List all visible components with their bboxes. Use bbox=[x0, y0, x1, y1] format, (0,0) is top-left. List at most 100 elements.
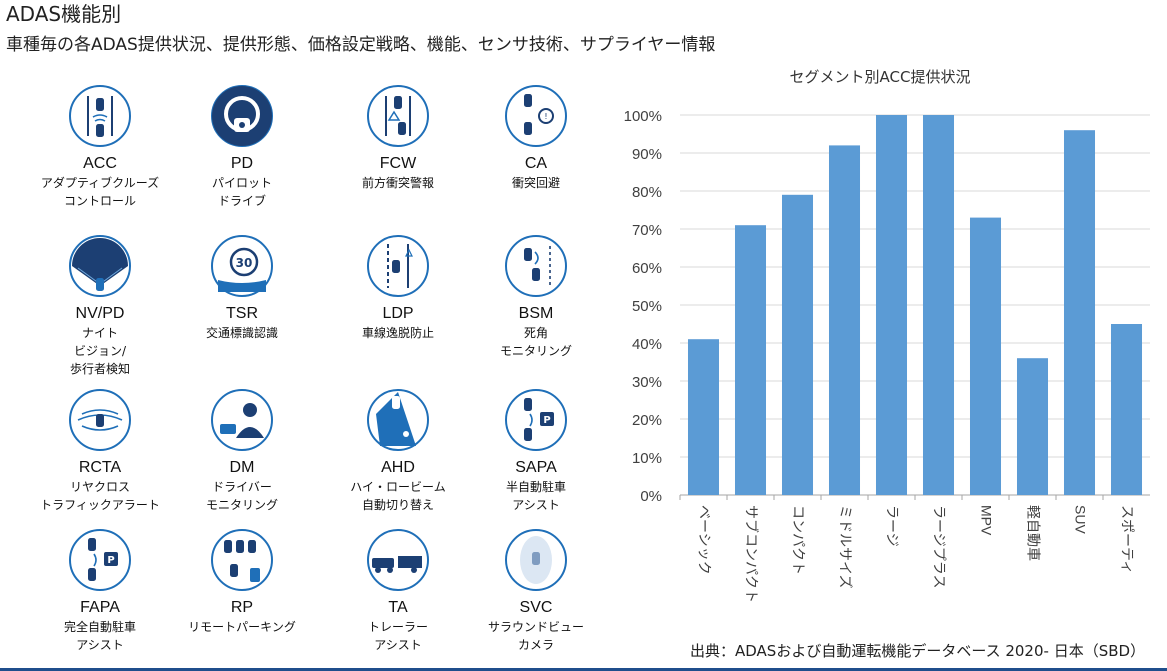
y-tick-label: 40% bbox=[632, 336, 662, 353]
bar-2 bbox=[781, 194, 814, 496]
page-title: ADAS機能別 bbox=[6, 2, 122, 26]
acc-icon bbox=[68, 84, 132, 148]
surround-view-icon bbox=[504, 528, 568, 592]
y-tick-label: 10% bbox=[632, 450, 662, 467]
feature-code: AHD bbox=[381, 459, 415, 476]
x-tick-label: コンパクト bbox=[791, 505, 807, 575]
feature-bsm: BSM 死角 モニタリング bbox=[466, 234, 606, 360]
y-tick-label: 60% bbox=[632, 260, 662, 277]
feature-svc: SVC サラウンドビュー カメラ bbox=[466, 528, 606, 654]
feature-code: PD bbox=[230, 155, 254, 172]
feature-desc: 交通標識認識 bbox=[205, 326, 278, 340]
feature-code: CA bbox=[524, 155, 548, 172]
feature-desc: 車線逸脱防止 bbox=[361, 326, 434, 340]
collision-avoidance-icon: ! bbox=[504, 84, 568, 148]
feature-code: FAPA bbox=[80, 599, 120, 616]
bar-0 bbox=[687, 339, 720, 495]
feature-code: SAPA bbox=[515, 459, 557, 476]
feature-code: RCTA bbox=[78, 459, 122, 476]
lane-departure-icon bbox=[366, 234, 430, 298]
feature-fapa: P FAPA 完全自動駐車 アシスト bbox=[30, 528, 170, 654]
feature-desc: 死角 モニタリング bbox=[499, 326, 572, 358]
x-tick-label: ミドルサイズ bbox=[838, 505, 854, 589]
bar-7 bbox=[1016, 358, 1049, 495]
feature-fcw: FCW 前方衝突警報 bbox=[328, 84, 468, 192]
feature-code: SVC bbox=[519, 599, 553, 616]
x-tick-label: MPV bbox=[979, 505, 995, 536]
y-tick-label: 80% bbox=[632, 184, 662, 201]
feature-rcta: RCTA リヤクロス トラフィックアラート bbox=[30, 388, 170, 514]
feature-code: RP bbox=[230, 599, 254, 616]
bar-9 bbox=[1110, 324, 1143, 495]
x-tick-label: スポーティ bbox=[1120, 505, 1136, 574]
bar-5 bbox=[922, 115, 955, 495]
x-tick-label: SUV bbox=[1073, 505, 1089, 534]
blind-spot-icon bbox=[504, 234, 568, 298]
y-tick-label: 20% bbox=[632, 412, 662, 429]
x-tick-label: ベーシック bbox=[697, 505, 713, 575]
x-tick-label: サブコンパクト bbox=[744, 505, 760, 603]
svg-text:30: 30 bbox=[236, 256, 253, 270]
y-tick-label: 70% bbox=[632, 222, 662, 239]
feature-desc: ドライバー モニタリング bbox=[205, 480, 278, 512]
feature-nv-pd: NV/PD ナイト ビジョン/ 歩行者検知 bbox=[30, 234, 170, 378]
traffic-sign-icon: 30 bbox=[210, 234, 274, 298]
full-auto-parking-icon: P bbox=[68, 528, 132, 592]
bar-6 bbox=[969, 217, 1002, 495]
feature-desc: 半自動駐車 アシスト bbox=[505, 480, 566, 512]
source-note: 出典：ADASおよび自動運転機能データベース 2020- 日本（SBD） bbox=[690, 642, 1146, 660]
feature-desc: アダプティブクルーズ コントロール bbox=[40, 176, 160, 208]
feature-tsr: 30 TSR 交通標識認識 bbox=[172, 234, 312, 342]
rear-cross-traffic-icon bbox=[68, 388, 132, 452]
feature-desc: リヤクロス トラフィックアラート bbox=[40, 480, 160, 512]
night-vision-icon bbox=[68, 234, 132, 298]
fcw-icon bbox=[366, 84, 430, 148]
feature-dm: DM ドライバー モニタリング bbox=[172, 388, 312, 514]
y-tick-label: 30% bbox=[632, 374, 662, 391]
acc-segment-bar-chart: 0% 10% 20% 30% 40% 50% 60% 70% 80% 90% 100% ベーシック サブ… bbox=[624, 108, 1150, 603]
feature-desc: 衝突回避 bbox=[511, 176, 560, 190]
y-tick-label: 50% bbox=[632, 298, 662, 315]
chart-title: セグメント別ACC提供状況 bbox=[789, 68, 971, 86]
headlight-icon bbox=[366, 388, 430, 452]
semi-auto-parking-icon: P bbox=[504, 388, 568, 452]
svg-text:P: P bbox=[543, 415, 550, 426]
feature-desc: ナイト ビジョン/ 歩行者検知 bbox=[69, 326, 130, 376]
feature-ahd: AHD ハイ・ロービーム 自動切り替え bbox=[328, 388, 468, 514]
feature-code: DM bbox=[229, 459, 255, 476]
feature-sapa: P SAPA 半自動駐車 アシスト bbox=[466, 388, 606, 514]
bar-4 bbox=[875, 115, 908, 495]
feature-code: LDP bbox=[382, 305, 414, 322]
bar-3 bbox=[828, 145, 861, 495]
bottom-rule bbox=[0, 668, 1167, 671]
bar-8 bbox=[1063, 130, 1096, 495]
svg-text:!: ! bbox=[544, 112, 547, 121]
feature-ta: TA トレーラー アシスト bbox=[328, 528, 468, 654]
feature-acc: ACC アダプティブクルーズ コントロール bbox=[30, 84, 170, 210]
pilot-drive-icon bbox=[210, 84, 274, 148]
feature-code: NV/PD bbox=[75, 305, 125, 322]
feature-code: TA bbox=[388, 599, 408, 616]
feature-code: BSM bbox=[518, 305, 554, 322]
trailer-assist-icon bbox=[366, 528, 430, 592]
feature-ldp: LDP 車線逸脱防止 bbox=[328, 234, 468, 342]
feature-desc: 前方衝突警報 bbox=[361, 176, 434, 190]
feature-code: ACC bbox=[83, 155, 117, 172]
y-tick-label: 100% bbox=[624, 108, 662, 125]
y-tick-label: 0% bbox=[640, 488, 662, 505]
svg-text:P: P bbox=[107, 555, 114, 566]
feature-desc: 完全自動駐車 アシスト bbox=[63, 620, 136, 652]
feature-code: FCW bbox=[379, 155, 417, 172]
page-subtitle: 車種毎の各ADAS提供状況、提供形態、価格設定戦略、機能、センサ技術、サプライヤ… bbox=[6, 35, 716, 55]
driver-monitoring-icon bbox=[210, 388, 274, 452]
feature-desc: トレーラー アシスト bbox=[367, 620, 428, 652]
feature-code: TSR bbox=[226, 305, 258, 322]
feature-desc: ハイ・ロービーム 自動切り替え bbox=[350, 480, 446, 512]
x-tick-label: 軽自動車 bbox=[1026, 505, 1042, 561]
remote-parking-icon bbox=[210, 528, 274, 592]
y-tick-label: 90% bbox=[632, 146, 662, 163]
feature-rp: RP リモートパーキング bbox=[172, 528, 312, 636]
feature-ca: ! CA 衝突回避 bbox=[466, 84, 606, 192]
feature-desc: パイロット ドライブ bbox=[211, 176, 272, 208]
feature-pd: PD パイロット ドライブ bbox=[172, 84, 312, 210]
